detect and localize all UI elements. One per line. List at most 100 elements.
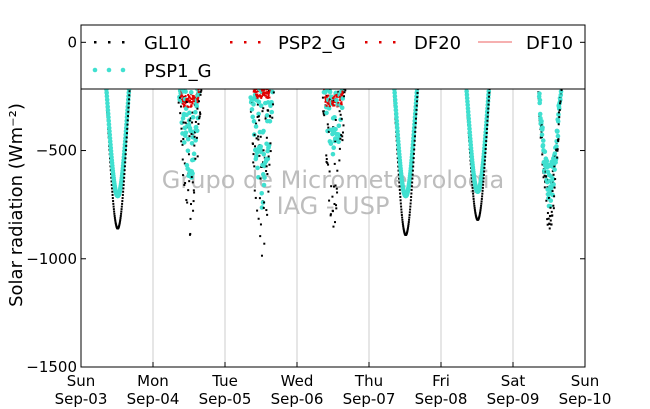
gl10-point (550, 210, 553, 213)
df20-point (188, 99, 191, 102)
df20-point (339, 99, 342, 102)
gl10-point (323, 114, 326, 117)
psp1g-point (260, 200, 266, 205)
psp1g-point (253, 124, 259, 129)
df20-point (332, 104, 335, 107)
psp1g-point (332, 114, 337, 120)
x-tick-label-day: Sun (571, 372, 600, 390)
gl10-point (543, 186, 546, 189)
gl10-point (550, 223, 553, 226)
legend-label: GL10 (144, 33, 191, 54)
gl10-point (326, 123, 329, 126)
gl10-point (128, 90, 131, 93)
gl10-point (125, 132, 128, 135)
psp1g-point (265, 100, 271, 105)
gl10-point (483, 166, 486, 169)
psp1g-point (194, 104, 199, 109)
gl10-point (485, 127, 488, 130)
gl10-point (114, 221, 117, 224)
x-tick-label-day: Sat (501, 372, 526, 390)
gl10-point (191, 111, 194, 114)
psp1g-point (465, 99, 470, 104)
gl10-point (546, 223, 549, 226)
gl10-point (188, 135, 191, 138)
gl10-point (340, 134, 343, 137)
gl10-point (481, 186, 484, 189)
gl10-point (481, 195, 484, 198)
gl10-point (413, 139, 416, 142)
gl10-point (398, 181, 401, 184)
df20-point (324, 100, 327, 103)
df20-point (197, 89, 200, 92)
df20-point (194, 96, 197, 99)
gl10-point (334, 140, 337, 143)
gl10-point (121, 197, 124, 200)
gl10-point (335, 207, 338, 210)
psp1g-point (261, 128, 266, 134)
gl10-point (409, 199, 412, 202)
df20-point (341, 91, 344, 94)
gl10-point (265, 170, 268, 173)
gl10-point (330, 185, 333, 188)
df20-point (196, 97, 199, 100)
gl10-point (407, 224, 410, 227)
gl10-point (188, 180, 191, 183)
gl10-point (408, 211, 411, 214)
gl10-point (121, 193, 124, 196)
x-tick-label-day: Thu (354, 372, 383, 390)
gl10-point (122, 190, 125, 193)
psp1g-point (261, 151, 267, 157)
gl10-point (560, 89, 563, 92)
legend-label: DF10 (526, 33, 573, 54)
gl10-point (553, 186, 556, 189)
gl10-point (553, 195, 556, 198)
psp1g-point (393, 111, 399, 117)
watermark: Grupo de Micrometeorologia IAG - USP (162, 166, 504, 220)
x-tick-label-date: Sep-05 (199, 390, 252, 408)
df20-point (268, 91, 271, 94)
gl10-point (124, 149, 127, 152)
df20-point (325, 99, 328, 102)
psp1g-point (269, 109, 275, 115)
gl10-point (339, 137, 342, 140)
gl10-point (479, 210, 482, 213)
gl10-point (112, 205, 115, 208)
df20-point (179, 95, 182, 98)
psp1g-point (107, 128, 112, 134)
gl10-point (341, 131, 344, 134)
psp1g-point (333, 126, 338, 132)
psp1g-point (393, 107, 399, 113)
gl10-point (267, 155, 270, 158)
gl10-point (182, 121, 185, 124)
gl10-point (112, 202, 115, 205)
df20-point (267, 94, 270, 97)
gl10-point (331, 195, 334, 198)
legend-marker (120, 67, 126, 73)
gl10-point (326, 162, 329, 165)
gl10-point (548, 227, 551, 230)
psp1g-point (104, 90, 109, 96)
gl10-point (484, 155, 487, 158)
x-tick-label-date: Sep-08 (415, 390, 468, 408)
gl10-point (334, 184, 337, 187)
gl10-point (268, 163, 271, 166)
df20-point (256, 94, 259, 97)
psp1g-point (254, 154, 259, 159)
gl10-point (264, 117, 267, 120)
gl10-point (549, 215, 552, 218)
gl10-point (253, 165, 256, 168)
psp1g-point (464, 95, 470, 101)
gl10-point (322, 110, 325, 113)
df20-point (264, 94, 267, 97)
gl10-point (119, 216, 122, 219)
gl10-point (484, 148, 487, 151)
psp1g-point (395, 128, 400, 134)
x-tick-label-day: Tue (211, 372, 238, 390)
gl10-point (551, 190, 554, 193)
gl10-point (125, 140, 128, 143)
gl10-point (184, 121, 187, 124)
gl10-point (192, 209, 195, 212)
gl10-point (338, 159, 341, 162)
gl10-point (118, 224, 121, 227)
x-tick-label-date: Sep-09 (487, 390, 540, 408)
